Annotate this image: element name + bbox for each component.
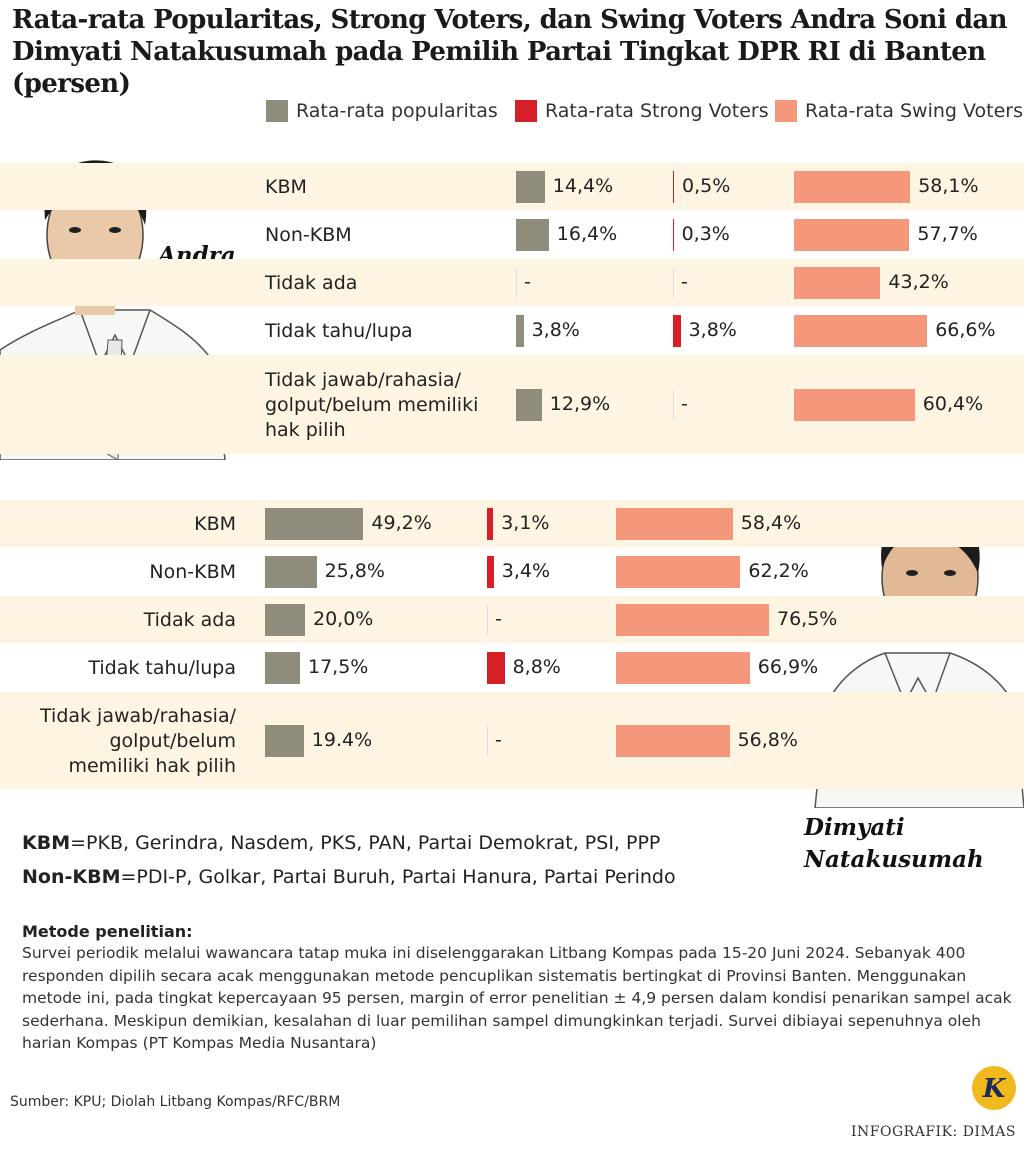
value-label: 20,0% — [313, 608, 374, 630]
value-label: 57,7% — [917, 223, 978, 245]
value-label: 0,3% — [681, 223, 730, 245]
value-label: 3,8% — [531, 319, 580, 341]
value-label: 60,4% — [922, 393, 984, 415]
value-label: 62,2% — [748, 560, 809, 582]
empty-marker — [673, 390, 674, 420]
bar — [516, 389, 542, 421]
bar — [794, 389, 915, 421]
value-label: 12,9% — [549, 393, 611, 415]
bar — [487, 652, 505, 684]
bar — [516, 219, 549, 251]
value-label: 25,8% — [324, 560, 385, 582]
bar — [673, 171, 674, 203]
legend-label: Rata-rata Swing Voters — [805, 100, 1023, 122]
bar — [616, 725, 730, 757]
bar — [487, 556, 494, 588]
category-label: KBM — [265, 175, 307, 198]
category-label: Tidak ada — [143, 608, 236, 631]
value-label: 66,9% — [757, 656, 819, 678]
category-label: Tidak jawab/rahasia/ golput/belum memili… — [40, 704, 236, 777]
value-label: 3,4% — [501, 560, 551, 582]
category-label: Tidak tahu/lupa — [265, 319, 413, 342]
logo-circle — [972, 1066, 1016, 1110]
value-label: 0,5% — [682, 175, 731, 197]
bar — [673, 315, 681, 347]
value-label: - — [495, 729, 502, 751]
legend-item: Rata-rata Strong Voters — [515, 100, 769, 122]
bar — [265, 508, 364, 540]
bar — [616, 508, 733, 540]
category-label: Tidak ada — [265, 271, 358, 294]
legend-swatch — [515, 100, 537, 122]
row-band — [0, 500, 1024, 547]
bar — [516, 315, 524, 347]
source: Sumber: KPU; Diolah Litbang Kompas/RFC/B… — [10, 1094, 341, 1110]
method-text: Survei periodik melalui wawancara tatap … — [22, 944, 1012, 1052]
row-band — [0, 596, 1024, 643]
bar — [616, 604, 769, 636]
empty-marker — [516, 268, 517, 298]
definition-text: =PKB, Gerindra, Nasdem, PKS, PAN, Partai… — [70, 832, 661, 854]
definition-text: =PDI-P, Golkar, Partai Buruh, Partai Han… — [120, 866, 676, 888]
empty-marker — [487, 726, 488, 756]
bar — [794, 267, 881, 299]
bar — [516, 171, 545, 203]
value-label: 76,5% — [777, 608, 838, 630]
value-label: 58,4% — [740, 512, 802, 534]
value-label: 66,6% — [935, 319, 996, 341]
bar — [265, 556, 317, 588]
value-label: 49,2% — [371, 512, 432, 534]
value-label: - — [681, 271, 688, 293]
category-label: Tidak tahu/lupa — [88, 656, 236, 679]
logo-text: K — [982, 1074, 1007, 1104]
bar — [673, 219, 674, 251]
bar — [616, 652, 750, 684]
bar — [265, 604, 305, 636]
term: Non-KBM — [22, 866, 121, 888]
value-label: 19.4% — [311, 729, 373, 751]
category-label: Non-KBM — [265, 223, 352, 246]
value-label: - — [524, 271, 531, 293]
value-label: 56,8% — [737, 729, 798, 751]
legend-item: Rata-rata popularitas — [266, 100, 498, 122]
legend-label: Rata-rata popularitas — [296, 100, 498, 122]
bar — [265, 725, 304, 757]
value-label: - — [495, 608, 502, 630]
legend-swatch — [775, 100, 797, 122]
method-heading: Metode penelitian: — [22, 922, 193, 941]
candidate-name: Dimyati Natakusumah — [804, 814, 984, 873]
value-label: 43,2% — [888, 271, 949, 293]
bar — [487, 508, 494, 540]
empty-marker — [673, 268, 674, 298]
value-label: 58,1% — [918, 175, 979, 197]
bar — [794, 171, 911, 203]
value-label: - — [681, 393, 688, 415]
value-label: 14,4% — [552, 175, 614, 197]
bar — [616, 556, 741, 588]
legend-item: Rata-rata Swing Voters — [775, 100, 1023, 122]
value-label: 3,1% — [501, 512, 550, 534]
bar — [265, 652, 300, 684]
value-label: 3,8% — [688, 319, 737, 341]
bar — [794, 219, 910, 251]
legend-label: Rata-rata Strong Voters — [545, 100, 769, 122]
legend-swatch — [266, 100, 288, 122]
value-label: 8,8% — [512, 656, 561, 678]
empty-marker — [487, 605, 488, 635]
category-label: Non-KBM — [149, 560, 236, 583]
logo: K — [972, 1066, 1016, 1110]
term: KBM — [22, 832, 71, 854]
category-label: Tidak jawab/rahasia/ golput/belum memili… — [265, 368, 479, 441]
definition: KBM=PKB, Gerindra, Nasdem, PKS, PAN, Par… — [22, 832, 660, 854]
title: Rata-rata Popularitas, Strong Voters, da… — [12, 5, 1008, 99]
bar — [794, 315, 928, 347]
definition: Non-KBM=PDI-P, Golkar, Partai Buruh, Par… — [22, 866, 676, 888]
category-label: KBM — [194, 512, 236, 535]
value-label: 16,4% — [556, 223, 618, 245]
value-label: 17,5% — [308, 656, 369, 678]
row-band — [0, 692, 1024, 789]
credit: INFOGRAFIK: DIMAS — [851, 1124, 1016, 1140]
